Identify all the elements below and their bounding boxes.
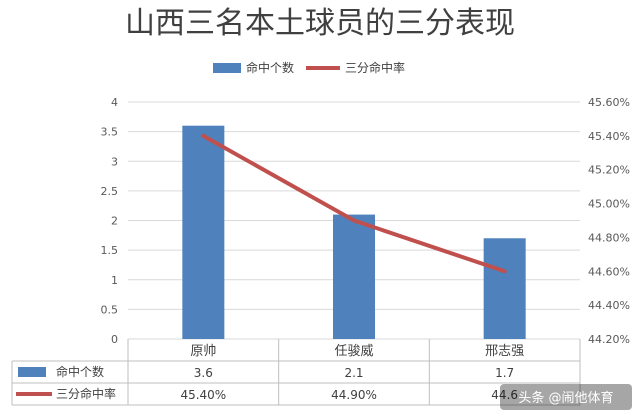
- bar-series: [182, 125, 526, 339]
- left-tick-label: 0: [111, 333, 118, 346]
- right-tick-label: 44.80%: [588, 231, 630, 244]
- table-key-bar: [18, 367, 46, 377]
- left-tick-label: 1.5: [101, 244, 119, 257]
- line-point: [502, 269, 507, 274]
- left-tick-label: 2.5: [101, 185, 119, 198]
- left-tick-label: 3: [111, 155, 118, 168]
- right-axis-ticks: 44.20% 44.40% 44.60% 44.80% 45.00% 45.20% 45.4…: [588, 96, 630, 346]
- table-cell: 45.40%: [180, 388, 226, 402]
- table-row-label: 命中个数: [56, 364, 104, 379]
- right-tick-label: 45.00%: [588, 198, 630, 211]
- left-tick-label: 2: [111, 215, 118, 228]
- table-cell: 3.6: [194, 366, 213, 380]
- right-tick-label: 45.60%: [588, 96, 630, 109]
- right-tick-label: 44.40%: [588, 299, 630, 312]
- category-label: 任骏威: [334, 344, 373, 359]
- legend: 命中个数 三分命中率: [213, 60, 405, 75]
- table-cell: 1.7: [495, 366, 514, 380]
- right-tick-label: 44.20%: [588, 333, 630, 346]
- category-label: 原帅: [190, 344, 216, 359]
- legend-label-bar: 命中个数: [246, 60, 294, 75]
- left-tick-label: 0.5: [101, 303, 119, 316]
- bar: [483, 238, 526, 339]
- table-cell: 44.90%: [331, 388, 377, 402]
- right-tick-label: 45.20%: [588, 164, 630, 177]
- watermark-text: 头条 @闹他体育: [518, 390, 613, 406]
- category-label: 邢志强: [485, 344, 524, 359]
- right-tick-label: 45.40%: [588, 130, 630, 143]
- legend-swatch-bar: [213, 63, 241, 73]
- left-tick-label: 3.5: [101, 126, 119, 139]
- chart-title: 山西三名本土球员的三分表现: [125, 6, 515, 41]
- watermark: 头条 @闹他体育: [500, 384, 632, 410]
- left-tick-label: 4: [111, 96, 118, 109]
- line-series: [201, 133, 507, 274]
- table-cell: 2.1: [344, 366, 363, 380]
- bar: [182, 125, 225, 339]
- line-point: [352, 218, 356, 223]
- table-row-label: 三分命中率: [56, 386, 116, 401]
- left-axis-ticks: 0 0.5 1 1.5 2 2.5 3 3.5 4: [101, 96, 119, 346]
- left-tick-label: 1: [111, 274, 118, 287]
- legend-label-line: 三分命中率: [345, 60, 405, 75]
- line-point: [201, 133, 206, 138]
- right-tick-label: 44.60%: [588, 265, 630, 278]
- bar: [333, 214, 375, 339]
- table-cell: 44.6: [491, 388, 518, 402]
